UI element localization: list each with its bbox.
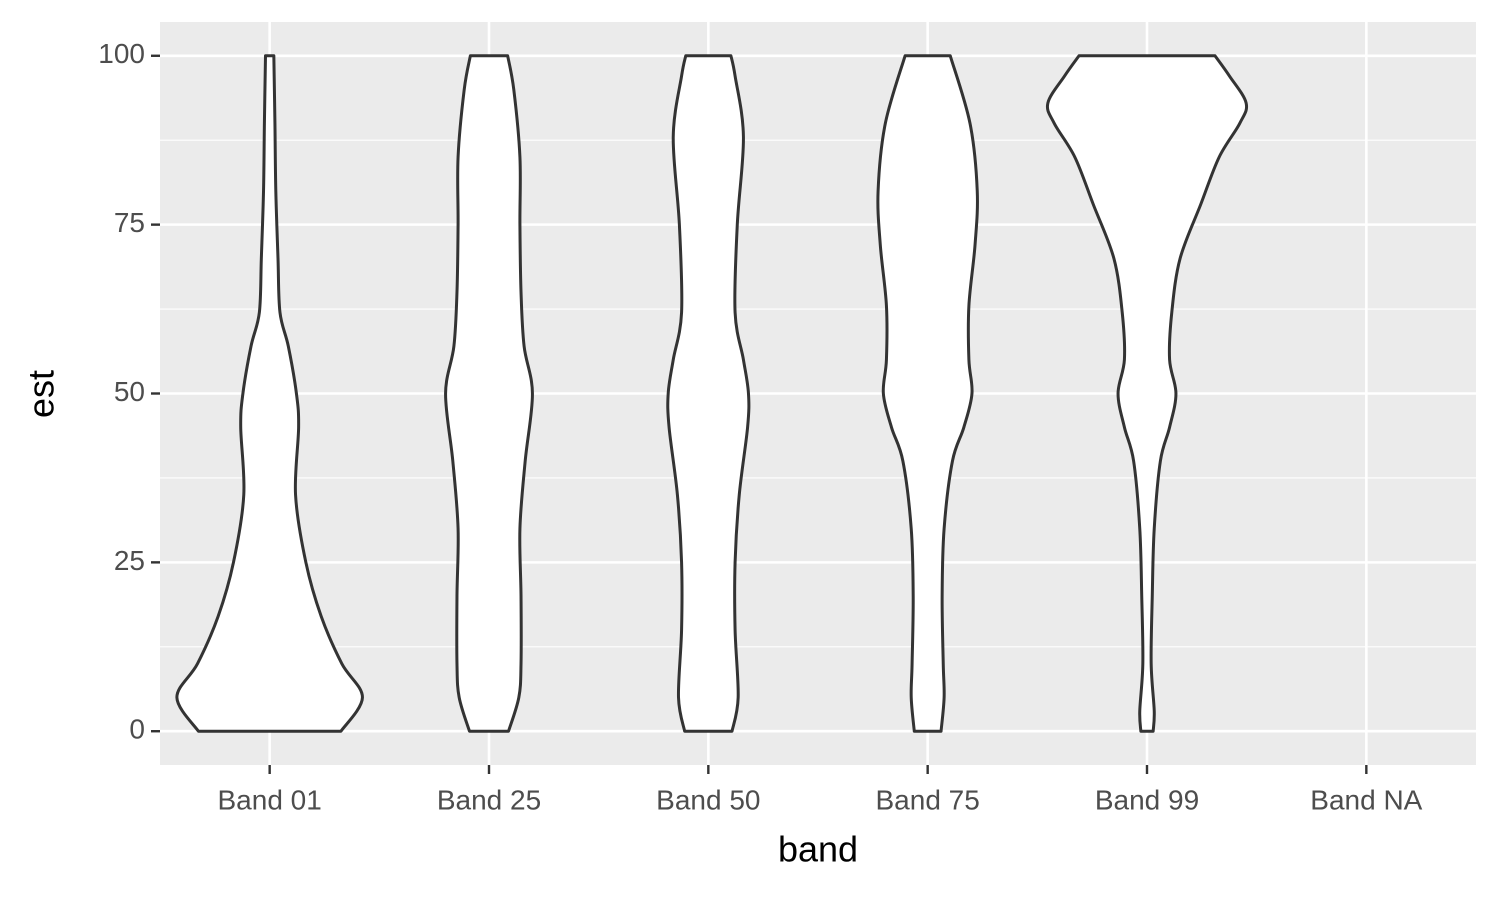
x-tick-label: Band 01 [218,784,322,815]
x-tick-label: Band 75 [876,784,980,815]
y-axis-title: est [21,370,62,418]
violin [666,54,751,733]
violin [1045,54,1249,733]
y-tick-label: 50 [114,376,145,407]
x-tick-label: Band NA [1310,784,1422,815]
violin [876,54,979,733]
y-tick-label: 25 [114,545,145,576]
y-tick-label: 0 [129,714,145,745]
violin [175,54,364,733]
y-tick-label: 75 [114,207,145,238]
y-tick-label: 100 [98,38,145,69]
x-axis-title: band [778,829,858,870]
x-tick-label: Band 50 [656,784,760,815]
x-tick-label: Band 25 [437,784,541,815]
violin [444,54,534,733]
x-tick-label: Band 99 [1095,784,1199,815]
